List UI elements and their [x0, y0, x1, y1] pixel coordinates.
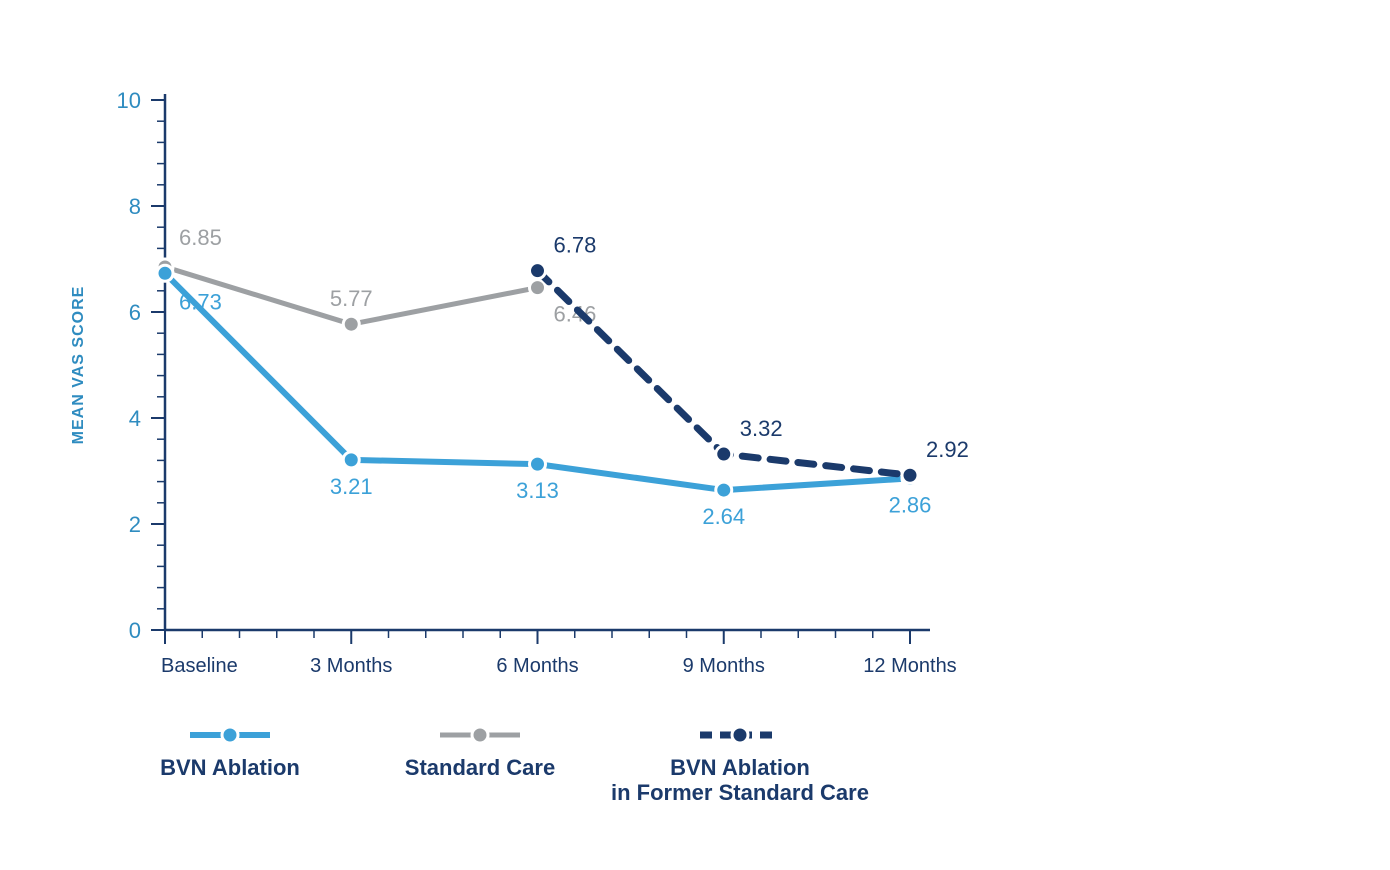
y-tick-label: 4: [129, 406, 141, 431]
axes: 0 2 4 6 8 10 Baseline 3 Months 6 Months 9 Months 1…: [70, 88, 957, 677]
data-label: 3.13: [516, 478, 559, 503]
data-label: 2.92: [926, 437, 969, 462]
data-label: 3.21: [330, 474, 373, 499]
series-bvn: 6.73 3.21 3.13 2.64 2.86: [157, 265, 931, 529]
data-label: 6.78: [554, 233, 597, 258]
data-label: 2.86: [889, 492, 932, 517]
legend-label: BVN Ablation: [670, 755, 810, 780]
line-chart: 0 2 4 6 8 10 Baseline 3 Months 6 Months 9 Months 1…: [0, 0, 1390, 870]
data-label: 2.64: [702, 504, 745, 529]
legend-label: Standard Care: [405, 755, 555, 780]
data-label: 3.32: [740, 416, 783, 441]
legend-label: in Former Standard Care: [611, 780, 869, 805]
chart-container: 0 2 4 6 8 10 Baseline 3 Months 6 Months 9 Months 1…: [0, 0, 1390, 870]
x-tick-label: Baseline: [161, 655, 238, 677]
series-std: 6.855.776.46: [157, 225, 596, 332]
y-tick-label: 2: [129, 512, 141, 537]
series-bvn_former: 6.78 3.32 2.92: [530, 233, 969, 484]
x-tick-label: 12 Months: [863, 655, 956, 677]
x-tick-label: 9 Months: [683, 655, 765, 677]
legend-label: BVN Ablation: [160, 755, 300, 780]
x-tick-label: 3 Months: [310, 655, 392, 677]
y-tick-label: 8: [129, 194, 141, 219]
y-tick-label: 6: [129, 300, 141, 325]
y-tick-label: 0: [129, 618, 141, 643]
legend: BVN AblationStandard CareBVN Ablationin …: [160, 727, 869, 805]
y-axis-title: MEAN VAS SCORE: [70, 286, 87, 445]
data-label: 6.85: [179, 225, 222, 250]
x-tick-label: 6 Months: [496, 655, 578, 677]
data-label: 5.77: [330, 286, 373, 311]
data-label: 6.73: [179, 289, 222, 314]
y-tick-label: 10: [117, 88, 141, 113]
